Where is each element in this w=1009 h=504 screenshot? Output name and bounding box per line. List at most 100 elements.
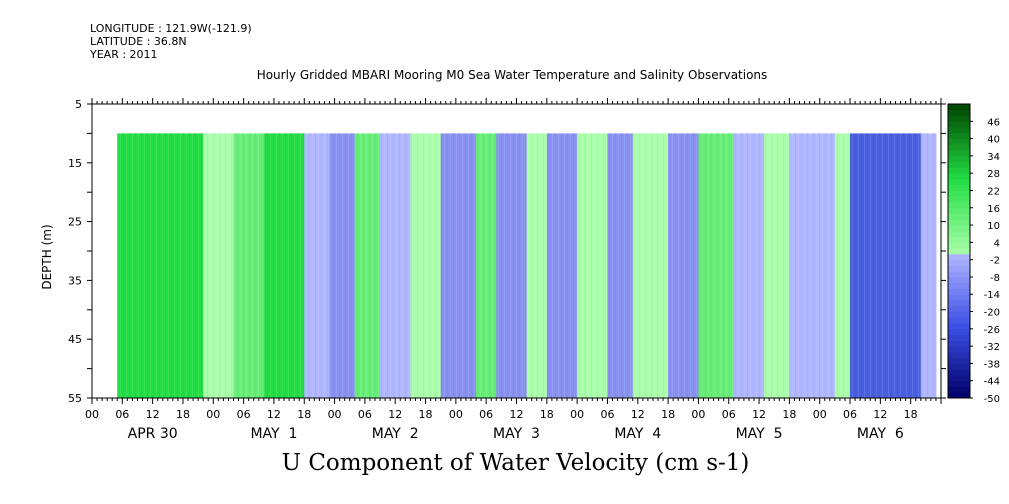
x-day-label: MAY 1 xyxy=(250,426,297,442)
colorbar-swatch xyxy=(948,294,970,301)
y-tick-label: 35 xyxy=(68,274,82,287)
colorbar-label: 28 xyxy=(987,169,1000,180)
colorbar-swatch xyxy=(948,121,970,128)
x-hour-label: 00 xyxy=(570,408,584,421)
x-hour-label: 06 xyxy=(237,408,251,421)
x-hour-label: 06 xyxy=(722,408,736,421)
colorbar-swatch xyxy=(948,334,970,341)
colorbar-swatch xyxy=(948,248,970,255)
x-hour-label: 18 xyxy=(904,408,918,421)
colorbar-swatch xyxy=(948,104,970,111)
colorbar-swatch xyxy=(948,207,970,214)
texture-overlay xyxy=(117,133,936,398)
colorbar-swatch xyxy=(948,276,970,284)
colorbar-label: -2 xyxy=(990,256,1000,267)
colorbar-swatch xyxy=(948,300,970,307)
y-tick-label: 15 xyxy=(68,157,82,170)
x-hour-label: 12 xyxy=(146,408,160,421)
colorbar-swatch xyxy=(948,190,970,197)
colorbar-label: 40 xyxy=(987,135,1000,146)
x-hour-label: 06 xyxy=(358,408,372,421)
colorbar-swatch xyxy=(948,351,970,359)
colorbar-swatch xyxy=(948,357,970,364)
chart-title: Hourly Gridded MBARI Mooring M0 Sea Wate… xyxy=(256,68,768,82)
colorbar-label: 4 xyxy=(994,238,1000,249)
colorbar-swatch xyxy=(948,259,970,266)
x-hour-label: 12 xyxy=(631,408,645,421)
x-hour-label: 06 xyxy=(600,408,614,421)
colorbar-swatch xyxy=(948,265,970,272)
x-axis: 00 06 12 18 00 06 12 18 00 06 12 18 00 06 12 18 00 06 12 18… xyxy=(85,98,942,442)
colorbar-swatch xyxy=(948,115,970,122)
y-tick-label: 45 xyxy=(68,333,82,346)
x-day-label: MAY 2 xyxy=(372,426,419,442)
x-day-label: APR 30 xyxy=(128,426,178,442)
x-hour-label: 00 xyxy=(691,408,705,421)
colorbar-label: 16 xyxy=(987,204,1000,215)
colorbar-swatch xyxy=(948,184,970,191)
colorbar-swatch xyxy=(948,305,970,312)
latitude-label: LATITUDE : 36.8N xyxy=(90,35,187,48)
x-hour-label: 12 xyxy=(388,408,402,421)
x-hour-label: 18 xyxy=(297,408,311,421)
colorbar-swatch xyxy=(948,138,970,145)
y-axis-label: DEPTH (m) xyxy=(40,224,54,289)
colorbar-label: -14 xyxy=(984,290,1000,301)
colorbar-swatch xyxy=(948,282,970,289)
x-hour-label: 00 xyxy=(328,408,342,421)
x-hour-label: 06 xyxy=(479,408,493,421)
colorbar-label: -20 xyxy=(984,308,1000,319)
colorbar-label: -38 xyxy=(984,359,1000,370)
colorbar-swatch xyxy=(948,167,970,174)
x-hour-label: 18 xyxy=(782,408,796,421)
colorbar-swatch xyxy=(948,363,970,370)
colorbar-swatch xyxy=(948,386,970,393)
x-hour-label: 12 xyxy=(510,408,524,421)
x-hour-label: 06 xyxy=(115,408,129,421)
longitude-label: LONGITUDE : 121.9W(-121.9) xyxy=(90,22,252,35)
colorbar-swatch xyxy=(948,196,970,203)
x-day-label: MAY 4 xyxy=(614,426,661,442)
x-day-label: MAY 3 xyxy=(493,426,540,442)
year-label: YEAR : 2011 xyxy=(90,48,158,61)
colorbar-swatch xyxy=(948,132,970,139)
x-hour-label: 00 xyxy=(449,408,463,421)
colorbar-label: 34 xyxy=(987,152,1000,163)
colorbar-label: -32 xyxy=(984,342,1000,353)
colorbar-swatch xyxy=(948,230,970,237)
colorbar-label: 10 xyxy=(987,221,1000,232)
station-metadata: LONGITUDE : 121.9W(-121.9) LATITUDE : 36… xyxy=(90,22,252,61)
plot-area xyxy=(91,103,942,399)
colorbar-swatch xyxy=(948,202,970,209)
y-tick-label: 5 xyxy=(75,98,82,111)
colorbar-swatch xyxy=(948,178,970,186)
colorbar-swatch xyxy=(948,323,970,330)
x-hour-label: 18 xyxy=(661,408,675,421)
colorbar-label: -50 xyxy=(984,394,1000,405)
y-tick-label: 55 xyxy=(68,392,82,405)
x-hour-label: 00 xyxy=(206,408,220,421)
colorbar-swatch xyxy=(948,213,970,220)
colorbar-label: -8 xyxy=(990,273,1000,284)
colorbar-swatch xyxy=(948,392,970,399)
x-hour-label: 00 xyxy=(813,408,827,421)
colorbar-swatch xyxy=(948,109,970,116)
colorbar-frame xyxy=(947,103,971,399)
y-axis: 5 15 25 35 45 55 xyxy=(68,98,946,405)
y-tick-label: 25 xyxy=(68,216,82,229)
colorbar-label: -26 xyxy=(984,325,1000,336)
x-hour-label: 12 xyxy=(873,408,887,421)
colorbar-swatch xyxy=(948,144,970,151)
colorbar-swatch xyxy=(948,271,970,278)
colorbar-swatch xyxy=(948,253,970,261)
colorbar-swatch xyxy=(948,161,970,168)
colorbar-swatch xyxy=(948,317,970,324)
x-day-label: MAY 6 xyxy=(857,426,904,442)
colorbar-swatch xyxy=(948,236,970,243)
colorbar-swatch xyxy=(948,225,970,232)
colorbar-label: -44 xyxy=(984,377,1000,388)
colorbar-swatch xyxy=(948,150,970,157)
colorbar-swatch xyxy=(948,288,970,295)
colorbar-swatch xyxy=(948,173,970,180)
